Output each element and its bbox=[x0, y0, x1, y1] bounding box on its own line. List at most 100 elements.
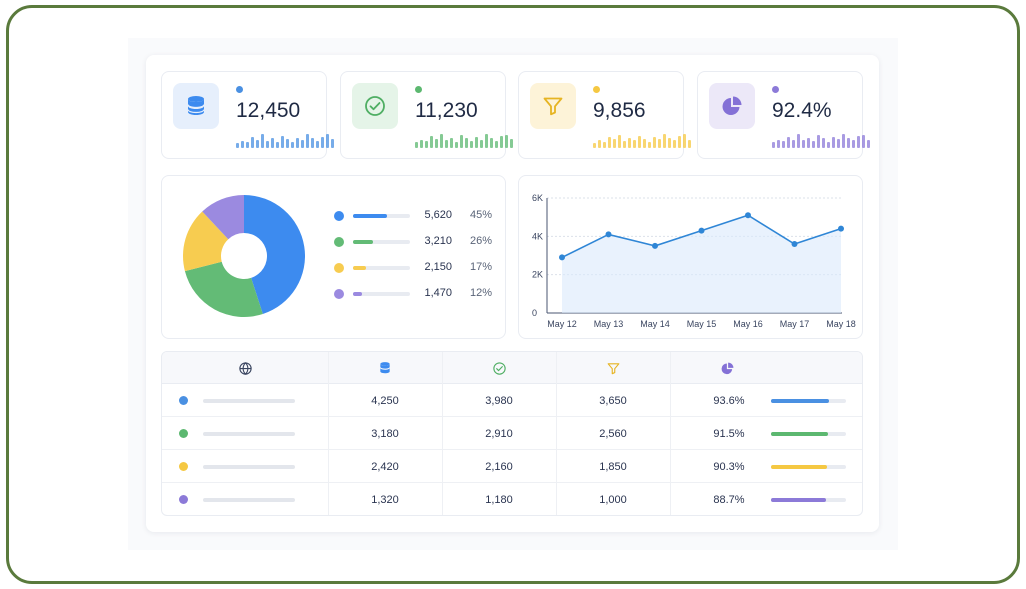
header-cell-source[interactable] bbox=[162, 352, 328, 384]
row-color-dot bbox=[179, 462, 188, 471]
sparkline-bar bbox=[638, 136, 641, 148]
y-tick-label: 6K bbox=[532, 193, 543, 203]
sparkline-bar bbox=[628, 138, 631, 148]
donut-segment[interactable] bbox=[244, 195, 305, 315]
y-tick-label: 2K bbox=[532, 270, 543, 280]
kpi-card-rate[interactable]: 92.4% bbox=[697, 71, 870, 159]
sparkline-bar bbox=[852, 140, 855, 148]
sparkline-bar bbox=[500, 136, 503, 148]
cell-records: 3,180 bbox=[371, 427, 399, 440]
x-tick-label: May 14 bbox=[640, 319, 670, 329]
sparkline-bar bbox=[678, 136, 681, 148]
row-color-dot bbox=[179, 495, 188, 504]
legend-bar-fill bbox=[353, 240, 373, 244]
kpi-sparkline bbox=[593, 130, 691, 148]
x-tick-label: May 12 bbox=[547, 319, 577, 329]
kpi-icon-box bbox=[530, 83, 576, 129]
sparkline-bar bbox=[633, 140, 636, 148]
donut-legend-item[interactable]: 5,620 45% bbox=[334, 208, 664, 224]
database-icon bbox=[380, 362, 390, 374]
table-row[interactable]: 3,180 2,910 2,560 91.5% bbox=[162, 417, 862, 450]
legend-dot bbox=[334, 211, 344, 221]
sparkline-bar bbox=[286, 139, 289, 148]
sparkline-bar bbox=[802, 140, 805, 148]
kpi-sparkline bbox=[772, 130, 870, 148]
row-label-placeholder bbox=[203, 465, 295, 469]
check-circle-icon bbox=[365, 96, 385, 116]
header-cell-rate[interactable] bbox=[670, 352, 784, 384]
legend-bar-track bbox=[353, 266, 410, 270]
sparkline-bar bbox=[316, 141, 319, 148]
sparkline-bar bbox=[857, 136, 860, 148]
sparkline-bar bbox=[490, 138, 493, 148]
line-area bbox=[562, 215, 841, 313]
sparkline-bar bbox=[266, 141, 269, 148]
sparkline-bar bbox=[817, 135, 820, 148]
y-tick-label: 4K bbox=[532, 231, 543, 241]
sparkline-bar bbox=[867, 140, 870, 148]
legend-value: 3,210 bbox=[424, 235, 452, 247]
sparkline-bar bbox=[241, 141, 244, 148]
kpi-icon-box bbox=[352, 83, 398, 129]
sparkline-bar bbox=[812, 141, 815, 148]
donut-segment[interactable] bbox=[184, 261, 263, 317]
rate-bar-track bbox=[771, 399, 846, 403]
sparkline-bar bbox=[598, 140, 601, 148]
cell-rate: 90.3% bbox=[713, 460, 745, 473]
sparkline-bar bbox=[827, 142, 830, 148]
kpi-card-completed[interactable]: 11,230 bbox=[340, 71, 513, 159]
sparkline-bar bbox=[465, 138, 468, 148]
sparkline-bar bbox=[326, 134, 329, 148]
line-chart[interactable]: 0 2K 4K 6K May 12 May 13 May 14 May 15 May 16 May… bbox=[519, 176, 862, 338]
cell-rate: 88.7% bbox=[713, 493, 745, 506]
legend-percent: 45% bbox=[469, 209, 492, 221]
x-tick-label: May 13 bbox=[594, 319, 624, 329]
sparkline-bar bbox=[291, 142, 294, 148]
sparkline-bar bbox=[613, 139, 616, 148]
donut-legend-item[interactable]: 2,150 17% bbox=[334, 260, 664, 276]
sparkline-bar bbox=[311, 138, 314, 148]
legend-dot bbox=[334, 289, 344, 299]
cell-completed: 2,160 bbox=[485, 460, 513, 473]
sparkline-bar bbox=[276, 142, 279, 148]
donut-segment[interactable] bbox=[183, 211, 229, 272]
sparkline-bar bbox=[653, 137, 656, 148]
kpi-card-filtered[interactable]: 9,856 bbox=[518, 71, 691, 159]
kpi-icon-box bbox=[709, 83, 755, 129]
kpi-card-records[interactable]: 12,450 bbox=[161, 71, 334, 159]
data-point bbox=[791, 241, 798, 247]
rate-bar-fill bbox=[771, 498, 826, 502]
column-divider bbox=[328, 352, 329, 515]
legend-bar-fill bbox=[353, 292, 362, 296]
filter-icon bbox=[543, 97, 563, 116]
sparkline-bar bbox=[435, 139, 438, 148]
legend-percent: 12% bbox=[469, 287, 492, 299]
sparkline-bar bbox=[510, 139, 513, 148]
column-divider bbox=[442, 352, 443, 515]
cell-completed: 1,180 bbox=[485, 493, 513, 506]
donut-chart[interactable] bbox=[174, 186, 314, 326]
sparkline-bar bbox=[246, 142, 249, 148]
sparkline-bar bbox=[450, 138, 453, 148]
cell-rate: 93.6% bbox=[713, 394, 745, 407]
sparkline-bar bbox=[495, 141, 498, 148]
x-tick-label: May 16 bbox=[733, 319, 763, 329]
kpi-sparkline bbox=[236, 130, 334, 148]
donut-segment[interactable] bbox=[202, 195, 244, 240]
line-chart-card: 0 2K 4K 6K May 12 May 13 May 14 May 15 May 16 May… bbox=[518, 175, 863, 339]
donut-legend-item[interactable]: 3,210 26% bbox=[334, 234, 664, 250]
kpi-value: 12,450 bbox=[236, 99, 301, 122]
header-cell-completed[interactable] bbox=[442, 352, 556, 384]
header-cell-filtered[interactable] bbox=[556, 352, 670, 384]
table-row[interactable]: 1,320 1,180 1,000 88.7% bbox=[162, 483, 862, 515]
sparkline-bar bbox=[673, 140, 676, 148]
table-row[interactable]: 4,250 3,980 3,650 93.6% bbox=[162, 384, 862, 417]
table-row[interactable]: 2,420 2,160 1,850 90.3% bbox=[162, 450, 862, 483]
pie-chart-icon bbox=[721, 362, 733, 374]
sparkline-bar bbox=[618, 135, 621, 148]
donut-legend-item[interactable]: 1,470 12% bbox=[334, 286, 664, 302]
sparkline-bar bbox=[792, 140, 795, 148]
row-label-placeholder bbox=[203, 498, 295, 502]
kpi-value: 9,856 bbox=[593, 99, 646, 122]
header-cell-records[interactable] bbox=[328, 352, 442, 384]
